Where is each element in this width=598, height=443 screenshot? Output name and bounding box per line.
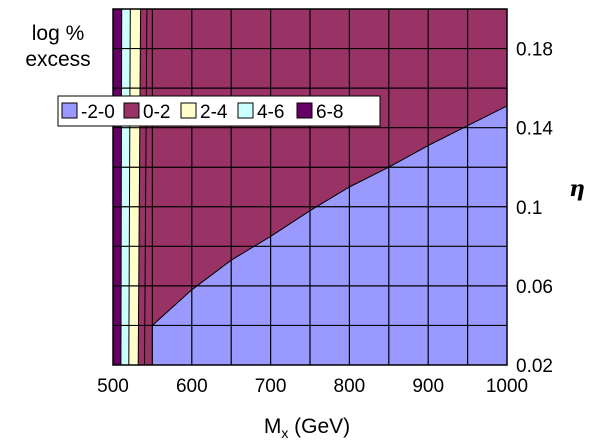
x-tick-label: 1000 bbox=[486, 376, 528, 397]
legend: -2-0 0-2 2-4 4-6 6-8 bbox=[57, 95, 381, 127]
legend-label: 0-2 bbox=[143, 102, 170, 123]
y-tick-label: 0.02 bbox=[516, 356, 553, 377]
boundary-b-4 bbox=[137, 8, 142, 366]
gridlines-layer bbox=[113, 9, 507, 365]
boundary-b-8 bbox=[120, 8, 123, 366]
y-tick-label: 0.06 bbox=[516, 277, 553, 298]
x-axis-title-tail: (GeV) bbox=[288, 415, 350, 438]
boundary-b-2 bbox=[144, 8, 148, 366]
legend-label: -2-0 bbox=[81, 102, 115, 123]
legend-swatch bbox=[123, 102, 140, 119]
y-axis-title: η bbox=[569, 176, 585, 202]
y-tick-labels: 0.02 0.06 0.1 0.14 0.18 bbox=[516, 40, 553, 377]
x-axis-title: Mx (GeV) bbox=[264, 415, 350, 441]
boundary-lines-layer bbox=[120, 8, 508, 366]
boundary-b-0 bbox=[151, 105, 508, 365]
x-axis-title-main: M bbox=[264, 415, 282, 438]
x-tick-label: 600 bbox=[176, 376, 208, 397]
plot-frame bbox=[112, 8, 508, 366]
region-minus-2-0 bbox=[152, 105, 507, 366]
legend-title-line-2: excess bbox=[25, 48, 90, 71]
legend-swatch bbox=[61, 102, 78, 119]
y-tick-label: 0.1 bbox=[516, 198, 542, 219]
legend-label: 4-6 bbox=[257, 102, 284, 123]
legend-label: 2-4 bbox=[200, 102, 228, 123]
x-tick-labels: 500 600 700 800 900 1000 bbox=[97, 376, 528, 397]
region-6-8 bbox=[113, 9, 122, 365]
boundary-b-6 bbox=[128, 8, 131, 366]
y-tick-label: 0.14 bbox=[516, 119, 553, 140]
x-tick-label: 700 bbox=[255, 376, 287, 397]
x-tick-label: 800 bbox=[334, 376, 366, 397]
y-tick-label: 0.18 bbox=[516, 40, 553, 61]
legend-swatch bbox=[180, 102, 197, 119]
x-axis-title-subscript: x bbox=[281, 425, 288, 441]
legend-box bbox=[57, 95, 381, 127]
legend-swatch bbox=[237, 102, 254, 119]
x-tick-label: 500 bbox=[97, 376, 129, 397]
legend-swatch bbox=[296, 102, 313, 119]
legend-label: 6-8 bbox=[316, 102, 343, 123]
legend-title-line-1: log % bbox=[32, 22, 85, 45]
x-tick-label: 900 bbox=[412, 376, 444, 397]
